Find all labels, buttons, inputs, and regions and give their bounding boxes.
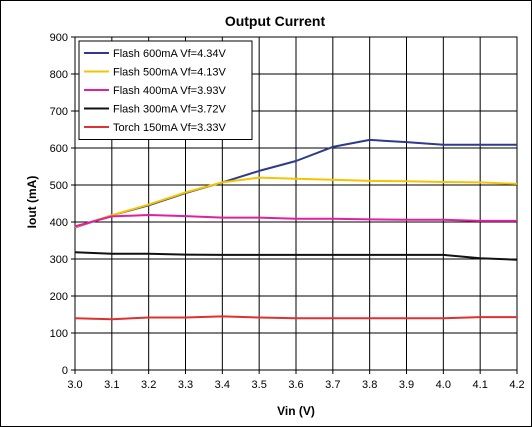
x-tick-label: 3.3 — [178, 379, 193, 391]
y-tick-label: 600 — [50, 143, 68, 155]
legend: Flash 600mA Vf=4.34V Flash 500mA Vf=4.13V… — [78, 40, 253, 140]
chart-title: Output Current — [225, 13, 326, 29]
x-tick-label: 3.1 — [104, 379, 119, 391]
x-tick-label: 4.1 — [473, 379, 488, 391]
y-tick-label: 900 — [50, 32, 68, 44]
series-line-5 — [74, 315, 517, 321]
y-tick-label: 500 — [50, 180, 68, 192]
legend-label: Flash 300mA Vf=3.72V — [113, 104, 226, 116]
x-tick-label: 3.2 — [141, 379, 156, 391]
x-tick-label: 3.9 — [399, 379, 414, 391]
y-axis-ticks: 0 100 200 300 400 500 600 700 800 900 — [50, 32, 75, 377]
x-tick-label: 4.2 — [509, 379, 524, 391]
series-lines — [74, 138, 518, 321]
x-axis-ticks: 3.0 3.1 3.2 3.3 3.4 3.5 3.6 3.7 3.8 3.9 4.0 4.1 4.2 — [67, 370, 525, 391]
legend-label: Flash 600mA Vf=4.34V — [113, 48, 226, 60]
y-axis-label: Iout (mA) — [25, 176, 39, 229]
y-tick-label: 800 — [50, 69, 68, 81]
y-tick-label: 0 — [62, 365, 68, 377]
legend-label: Flash 400mA Vf=3.93V — [113, 85, 226, 97]
y-tick-label: 400 — [50, 217, 68, 229]
x-axis-label: Vin (V) — [277, 404, 315, 418]
x-tick-label: 4.0 — [436, 379, 451, 391]
legend-label: Flash 500mA Vf=4.13V — [113, 67, 226, 79]
series-line-4 — [74, 251, 518, 261]
x-tick-label: 3.8 — [362, 379, 377, 391]
x-tick-label: 3.6 — [288, 379, 303, 391]
x-tick-label: 3.7 — [325, 379, 340, 391]
x-tick-label: 3.4 — [215, 379, 230, 391]
legend-label: Torch 150mA Vf=3.33V — [113, 122, 226, 134]
y-tick-label: 200 — [50, 291, 68, 303]
series-line-3 — [74, 214, 517, 228]
series-line-2 — [74, 176, 518, 229]
y-tick-label: 300 — [50, 254, 68, 266]
y-tick-label: 100 — [50, 328, 68, 340]
y-tick-label: 700 — [50, 106, 68, 118]
x-tick-label: 3.0 — [67, 379, 82, 391]
x-tick-label: 3.5 — [252, 379, 267, 391]
